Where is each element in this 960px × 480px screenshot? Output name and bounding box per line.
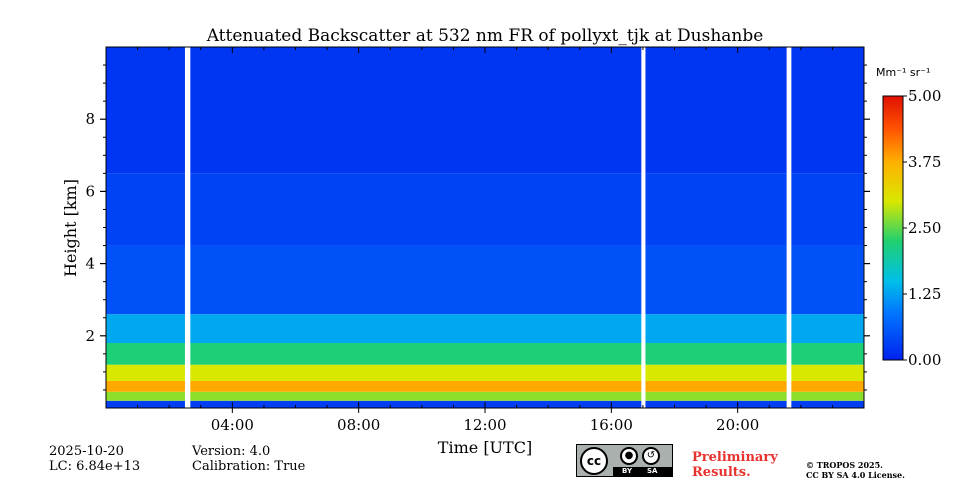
data-gap bbox=[184, 47, 191, 408]
cc-license-badge: cc ● ↺ BY SA bbox=[576, 444, 673, 477]
x-tick-label: 08:00 bbox=[337, 416, 380, 434]
x-axis: 04:00 08:00 12:00 16:00 20:00 bbox=[137, 47, 833, 434]
chart-title: Attenuated Backscatter at 532 nm FR of p… bbox=[206, 26, 764, 46]
colorbar-tick-label: 2.50 bbox=[908, 219, 941, 237]
footer-calibration: Calibration: True bbox=[192, 459, 306, 474]
colorbar-ticks: 0.00 1.25 2.50 3.75 5.00 bbox=[903, 87, 941, 369]
share-alike-icon: ↺ bbox=[642, 447, 660, 465]
x-tick-label: 04:00 bbox=[211, 416, 254, 434]
x-tick-label: 12:00 bbox=[463, 416, 506, 434]
cc-logo-icon: cc bbox=[580, 447, 608, 475]
x-tick-label: 16:00 bbox=[590, 416, 633, 434]
x-tick-label: 20:00 bbox=[716, 416, 759, 434]
heatmap-area bbox=[106, 47, 864, 408]
colorbar-tick-label: 0.00 bbox=[908, 351, 941, 369]
license-strip: BY SA bbox=[613, 467, 672, 476]
license-by: BY bbox=[622, 467, 633, 475]
footer-date: 2025-10-20 bbox=[49, 444, 124, 459]
heatmap-layer bbox=[106, 343, 864, 365]
heatmap-layer bbox=[106, 314, 864, 344]
heatmap-layer bbox=[106, 245, 864, 315]
y-tick-label: 8 bbox=[85, 110, 95, 128]
heatmap-layer bbox=[106, 364, 864, 381]
footer-version: Version: 4.0 bbox=[192, 444, 271, 459]
heatmap-layer bbox=[106, 173, 864, 246]
data-gap bbox=[786, 47, 792, 408]
heatmap-layer bbox=[106, 391, 864, 401]
x-axis-label: Time [UTC] bbox=[438, 438, 532, 457]
data-gaps bbox=[184, 47, 792, 408]
heatmap-layer bbox=[106, 380, 864, 392]
colorbar-tick-label: 5.00 bbox=[908, 87, 941, 105]
y-tick-label: 4 bbox=[85, 255, 95, 273]
heatmap-layer bbox=[106, 47, 864, 174]
y-tick-label: 6 bbox=[85, 182, 95, 200]
copyright-notice: © TROPOS 2025. CC BY SA 4.0 License. bbox=[806, 460, 905, 480]
y-axis: 2 4 6 8 bbox=[85, 64, 870, 391]
colorbar bbox=[882, 95, 904, 361]
license-sa: SA bbox=[647, 467, 658, 475]
colorbar-unit: Mm⁻¹ sr⁻¹ bbox=[876, 66, 930, 79]
footer-lidar-constant: LC: 6.84e+13 bbox=[49, 459, 141, 474]
data-gap bbox=[641, 47, 646, 408]
y-tick-label: 2 bbox=[85, 327, 95, 345]
person-icon: ● bbox=[620, 447, 638, 465]
colorbar-tick-label: 3.75 bbox=[908, 153, 941, 171]
preliminary-label: Preliminary Results. bbox=[692, 450, 778, 480]
colorbar-tick-label: 1.25 bbox=[908, 285, 941, 303]
y-axis-label: Height [km] bbox=[61, 179, 80, 277]
